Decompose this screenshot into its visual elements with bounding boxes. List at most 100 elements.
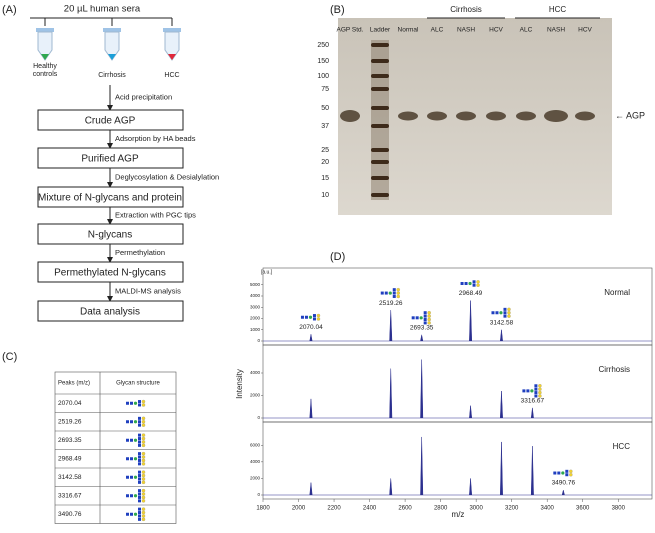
glycan-node [141, 451, 146, 456]
step-box [37, 300, 184, 322]
glycan-node [308, 315, 313, 319]
y-axis-label: Intensity [235, 369, 244, 399]
peak [469, 478, 473, 496]
glycan-node [534, 387, 538, 391]
ladder-band [371, 43, 389, 47]
mw-label: 37 [321, 123, 329, 130]
ladder-band [371, 106, 389, 110]
glycan-node [507, 307, 511, 312]
glycan-node [141, 455, 146, 459]
glycan-node [534, 384, 538, 388]
glycan-node [138, 477, 141, 481]
glycan-node [141, 510, 146, 515]
step-label: Deglycosylation & Desialylation [115, 172, 219, 181]
glycan-node [133, 512, 138, 516]
glycan-node [141, 443, 146, 448]
x-tick-label: 3800 [612, 506, 626, 512]
x-tick-label: 2400 [363, 506, 377, 512]
glycan-node [141, 495, 146, 500]
glycan-node [126, 494, 129, 498]
glycan-node [472, 280, 476, 284]
group-label: Cirrhosis [450, 5, 482, 14]
ladder-band [371, 160, 389, 164]
glycan-node [130, 494, 133, 498]
glycan-icon [126, 470, 146, 485]
glycan-icon [300, 313, 321, 321]
glycan-node [126, 420, 129, 424]
table-cell: 2968.49 [58, 455, 82, 462]
protein-band [486, 111, 506, 121]
group-label: HCC [164, 72, 179, 79]
x-tick-label: 3600 [576, 506, 590, 512]
glycan-icon [460, 280, 480, 287]
mw-label: 25 [321, 147, 329, 154]
glycan-node [126, 438, 129, 442]
glycan-node [133, 457, 138, 461]
glycan-node [141, 507, 146, 511]
glycan-icon [126, 488, 146, 503]
protein-band [575, 111, 595, 121]
y-tick-label: 0 [257, 415, 260, 420]
step-label: Acid precipitation [115, 92, 172, 101]
glycan-node [138, 420, 141, 424]
glycan-node [468, 281, 472, 286]
glycan-node [138, 443, 141, 447]
glycan-node [138, 423, 141, 427]
glycan-node [138, 455, 141, 459]
peak [389, 478, 393, 496]
glycan-node [141, 436, 146, 441]
glycan-node [141, 517, 146, 522]
glycan-node [503, 311, 507, 315]
glycan-node [138, 492, 141, 496]
glycan-node [126, 401, 129, 405]
glycan-node [138, 495, 141, 499]
glycan-node [423, 311, 427, 315]
glycan-node [427, 314, 431, 318]
lane-label: ALC [520, 27, 533, 34]
y-tick-label: 4000 [250, 293, 261, 298]
y-tick-label: 5000 [250, 282, 261, 287]
x-tick-label: 3000 [469, 506, 483, 512]
glycan-node [316, 313, 321, 318]
peak-label: 3142.58 [490, 319, 514, 326]
glycan-node [530, 389, 534, 393]
step-text: Permethylated N-glycans [54, 268, 166, 279]
peak-label: 2519.26 [379, 300, 403, 307]
glycan-node [415, 316, 419, 320]
lane-label: NASH [547, 27, 565, 34]
ladder-band [371, 87, 389, 91]
glycan-node [522, 389, 526, 393]
x-tick-label: 1800 [256, 506, 270, 512]
mw-label: 250 [317, 42, 329, 49]
glycan-node [133, 475, 138, 479]
peak [530, 407, 534, 419]
panel-label: (B) [330, 4, 345, 16]
glycan-node [130, 457, 133, 461]
peak [500, 329, 503, 342]
glycan-node [141, 403, 146, 407]
glycan-node [396, 291, 401, 295]
step-label: MALDI-MS analysis [115, 286, 181, 295]
lane-label: Ladder [370, 27, 391, 34]
glycan-node [133, 494, 138, 498]
x-tick-label: 2800 [434, 506, 448, 512]
glycan-node [141, 488, 146, 493]
spectrum-name: Normal [604, 288, 630, 297]
glycan-node [427, 317, 431, 322]
glycan-icon [126, 507, 146, 522]
glycan-node [304, 315, 308, 319]
glycan-node [133, 420, 138, 424]
glycan-node [495, 311, 499, 315]
table-header: Glycan structure [116, 381, 160, 387]
glycan-node [130, 475, 133, 479]
step-text: Mixture of N-glycans and protein [38, 193, 182, 204]
step-text: Purified AGP [81, 154, 139, 165]
glycan-node [130, 401, 133, 405]
glycan-node [138, 458, 141, 462]
glycan-node [130, 512, 133, 516]
glycan-node [472, 283, 476, 287]
glycan-node [538, 384, 542, 388]
glycan-icon [522, 384, 542, 398]
glycan-node [557, 471, 561, 475]
